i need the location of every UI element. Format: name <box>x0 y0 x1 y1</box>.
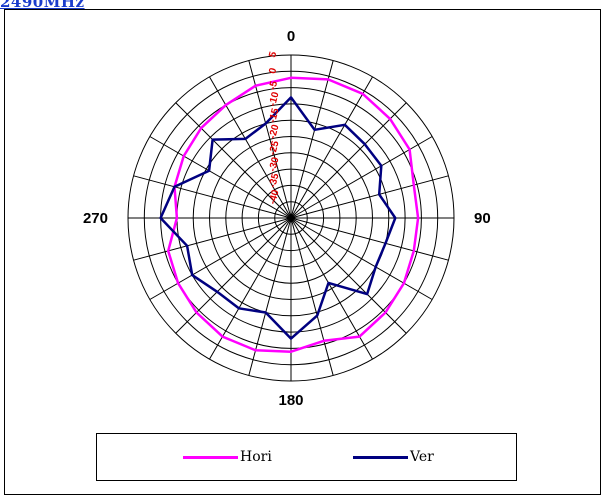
angle-label-180: 180 <box>278 392 303 409</box>
grid-spoke <box>149 217 292 300</box>
grid-spoke <box>209 217 292 360</box>
legend-label-ver: Ver <box>410 449 434 465</box>
radial-tick-label: -40 <box>267 188 281 205</box>
radial-tick-label: -20 <box>267 123 281 140</box>
grid-spoke <box>290 217 433 300</box>
grid-spoke <box>290 217 449 261</box>
grid-spoke <box>290 217 407 334</box>
grid-spoke <box>290 60 334 219</box>
series-ver-line <box>159 96 397 340</box>
grid-spoke <box>290 217 373 360</box>
radial-tick-label: -30 <box>267 156 281 173</box>
angle-labels: 0 90 180 270 <box>83 28 491 409</box>
angle-label-90: 90 <box>474 210 491 227</box>
legend: Hori Ver <box>96 433 517 481</box>
radial-tick-labels: -40-35-30-25-20-15-10-5 0 5 <box>267 50 281 205</box>
grid-spoke <box>290 102 407 219</box>
radial-tick-label: -5 <box>267 80 280 92</box>
radial-tick-label: -25 <box>267 139 281 156</box>
legend-label-hori: Hori <box>240 449 272 465</box>
series-hori-line <box>166 76 420 353</box>
grid-spoke <box>133 217 292 261</box>
grid-spoke <box>149 136 292 219</box>
grid-spoke <box>290 217 334 376</box>
grid-spoke <box>290 76 373 219</box>
grid-spoke <box>209 76 292 219</box>
frequency-link[interactable]: 2490MHz <box>0 0 85 11</box>
radial-tick-label: 0 <box>267 66 279 75</box>
grid-spoke <box>133 175 292 219</box>
legend-swatch-hori <box>183 455 238 459</box>
radial-tick-label: 5 <box>267 50 279 59</box>
radial-tick-label: -35 <box>267 172 281 189</box>
angle-label-270: 270 <box>83 210 108 227</box>
grid-spoke <box>290 136 433 219</box>
legend-item-hori: Hori <box>183 449 272 465</box>
chart-frame: -40 -35 -30 -25 -20 -15 -10 -5 0 5 0 90 180 270 <box>4 9 601 495</box>
grid-spoke <box>175 102 292 219</box>
grid-spoke <box>290 175 449 219</box>
grid-spoke <box>175 217 292 334</box>
radial-tick-label: -10 <box>267 90 281 107</box>
legend-swatch-ver <box>353 455 408 459</box>
radial-tick-label: -15 <box>267 107 281 124</box>
angle-label-0: 0 <box>287 28 295 45</box>
series-layer <box>159 76 420 353</box>
legend-item-ver: Ver <box>353 449 434 465</box>
